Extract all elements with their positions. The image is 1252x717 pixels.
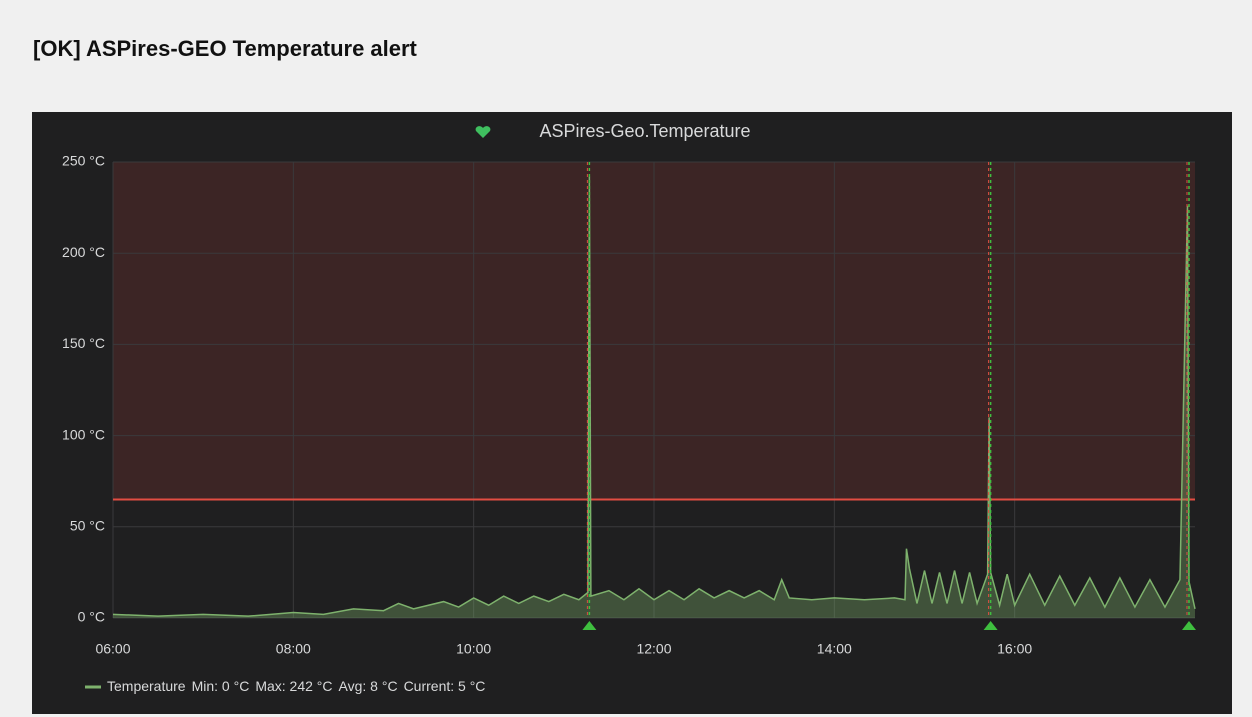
x-tick-label: 16:00 (997, 641, 1032, 657)
heart-icon (475, 126, 491, 138)
annotation-marker (582, 621, 597, 630)
x-tick-label: 06:00 (95, 641, 130, 657)
panel-title: ASPires-Geo.Temperature (539, 121, 750, 141)
series-line (112, 176, 1196, 617)
alert-title: [OK] ASPires-GEO Temperature alert (33, 36, 417, 61)
x-tick-label: 10:00 (456, 641, 491, 657)
legend-text: Temperature Min: 0 °C Max: 242 °C Avg: 8 °C… (107, 678, 485, 694)
annotation-marker (1181, 621, 1196, 630)
legend-name: Temperature (107, 678, 186, 694)
legend-stat: Max: 242 °C (255, 678, 332, 694)
annotation-marker (983, 621, 998, 630)
y-tick-label: 100 °C (62, 426, 105, 442)
y-tick-label: 150 °C (62, 335, 105, 351)
x-tick-label: 14:00 (817, 641, 852, 657)
panel (32, 112, 1232, 714)
x-tick-label: 08:00 (276, 641, 311, 657)
legend-stat: Avg: 8 °C (339, 678, 398, 694)
legend-stat: Current: 5 °C (404, 678, 486, 694)
y-tick-label: 250 °C (62, 153, 105, 169)
y-tick-label: 50 °C (70, 518, 105, 534)
y-tick-label: 200 °C (62, 244, 105, 260)
legend-stat: Min: 0 °C (192, 678, 250, 694)
x-tick-label: 12:00 (636, 641, 671, 657)
y-tick-label: 0 °C (78, 609, 105, 625)
